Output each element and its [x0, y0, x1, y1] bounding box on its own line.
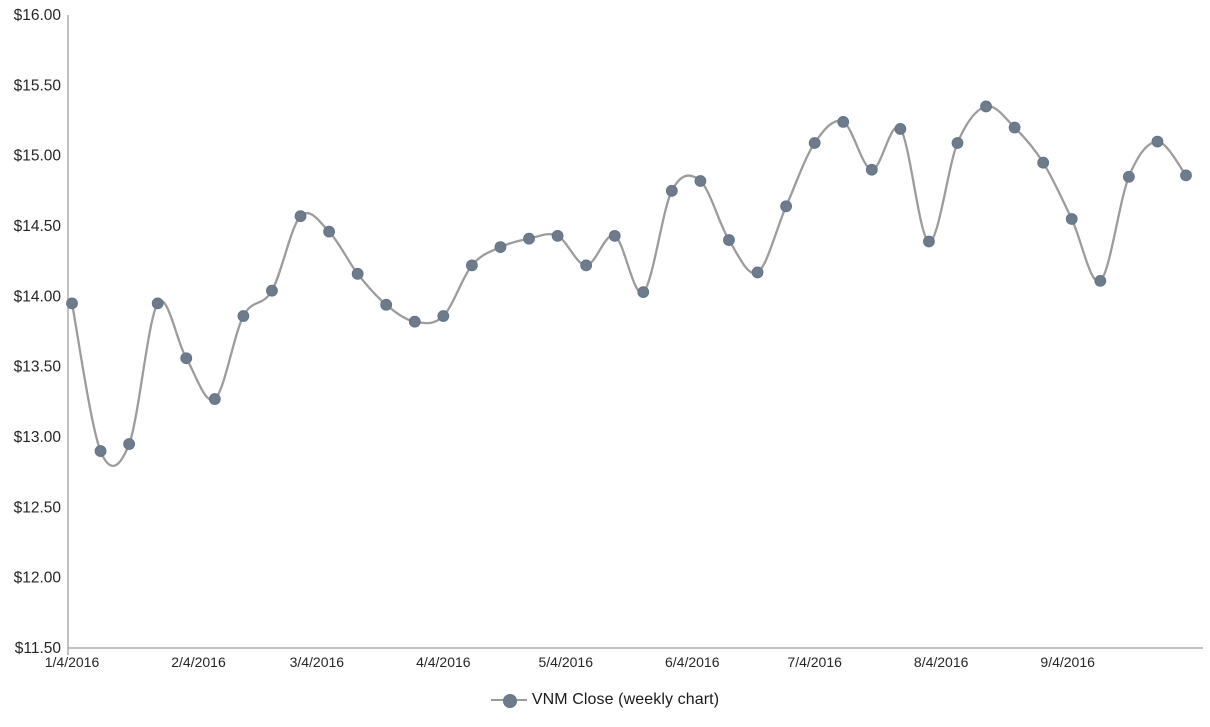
x-axis-tick-label: 2/4/2016 — [171, 654, 226, 670]
data-point-marker — [951, 137, 964, 149]
data-point-marker — [1180, 169, 1192, 182]
data-point-marker — [1151, 135, 1164, 148]
y-axis-tick-label: $13.00 — [14, 429, 62, 446]
data-point-marker — [323, 225, 335, 238]
data-point-marker — [294, 210, 307, 223]
data-point-marker — [208, 393, 221, 405]
data-point-marker — [351, 267, 364, 280]
data-point-marker — [123, 438, 136, 450]
data-point-marker — [980, 100, 992, 113]
data-point-marker — [837, 116, 850, 128]
data-point-marker — [266, 284, 278, 297]
x-axis-tick-label: 9/4/2016 — [1040, 654, 1095, 670]
data-point-marker — [894, 123, 907, 135]
data-point-marker — [665, 184, 678, 197]
data-point-marker — [1094, 274, 1107, 287]
x-axis-tick-label: 1/4/2016 — [45, 654, 100, 670]
data-point-marker — [551, 229, 564, 242]
data-point-marker — [437, 310, 450, 322]
data-point-marker — [94, 445, 107, 457]
legend-dot-icon — [502, 694, 517, 708]
data-point-marker — [608, 229, 621, 242]
legend: VNM Close (weekly chart) — [0, 687, 1210, 713]
x-axis-tick-label: 8/4/2016 — [914, 654, 969, 670]
series-line — [70, 105, 1188, 467]
data-point-marker — [151, 297, 164, 310]
x-axis-tick-label: 6/4/2016 — [665, 654, 720, 670]
data-point-marker — [66, 297, 78, 310]
data-point-marker — [865, 163, 878, 176]
data-point-marker — [237, 310, 250, 322]
x-axis-tick-label: 7/4/2016 — [787, 654, 842, 670]
x-axis-tick-label: 5/4/2016 — [539, 654, 594, 670]
y-axis-tick-label: $12.50 — [14, 499, 62, 516]
data-point-marker — [780, 200, 792, 213]
y-axis-tick-label: $14.50 — [14, 218, 62, 235]
data-point-marker — [408, 315, 421, 328]
x-axis-tick-label: 4/4/2016 — [416, 654, 471, 670]
data-point-marker — [523, 232, 535, 245]
x-axis-tick-label: 3/4/2016 — [290, 654, 345, 670]
data-point-marker — [637, 286, 650, 299]
y-axis-tick-label: $15.00 — [14, 148, 62, 165]
data-point-marker — [1122, 170, 1135, 183]
legend-label: VNM Close (weekly chart) — [531, 691, 720, 708]
data-point-marker — [923, 235, 935, 248]
data-point-marker — [1065, 213, 1078, 225]
data-point-marker — [580, 259, 593, 272]
data-point-marker — [466, 259, 478, 272]
data-point-marker — [1037, 156, 1050, 169]
y-axis-tick-label: $12.00 — [14, 570, 62, 587]
y-axis-tick-label: $14.00 — [14, 288, 62, 305]
data-point-marker — [751, 266, 764, 279]
data-point-marker — [694, 175, 707, 187]
y-axis-tick-label: $11.50 — [15, 640, 62, 657]
data-point-marker — [180, 352, 193, 365]
y-axis-tick-label: $15.50 — [14, 77, 62, 94]
y-axis-tick-label: $13.50 — [14, 359, 62, 376]
y-axis-tick-label: $16.00 — [14, 7, 62, 24]
data-point-marker — [723, 234, 735, 246]
data-point-marker — [380, 298, 393, 311]
data-point-marker — [1008, 121, 1021, 134]
data-point-marker — [808, 137, 821, 149]
data-point-marker — [494, 241, 507, 254]
legend-line-marker-icon — [490, 693, 527, 708]
